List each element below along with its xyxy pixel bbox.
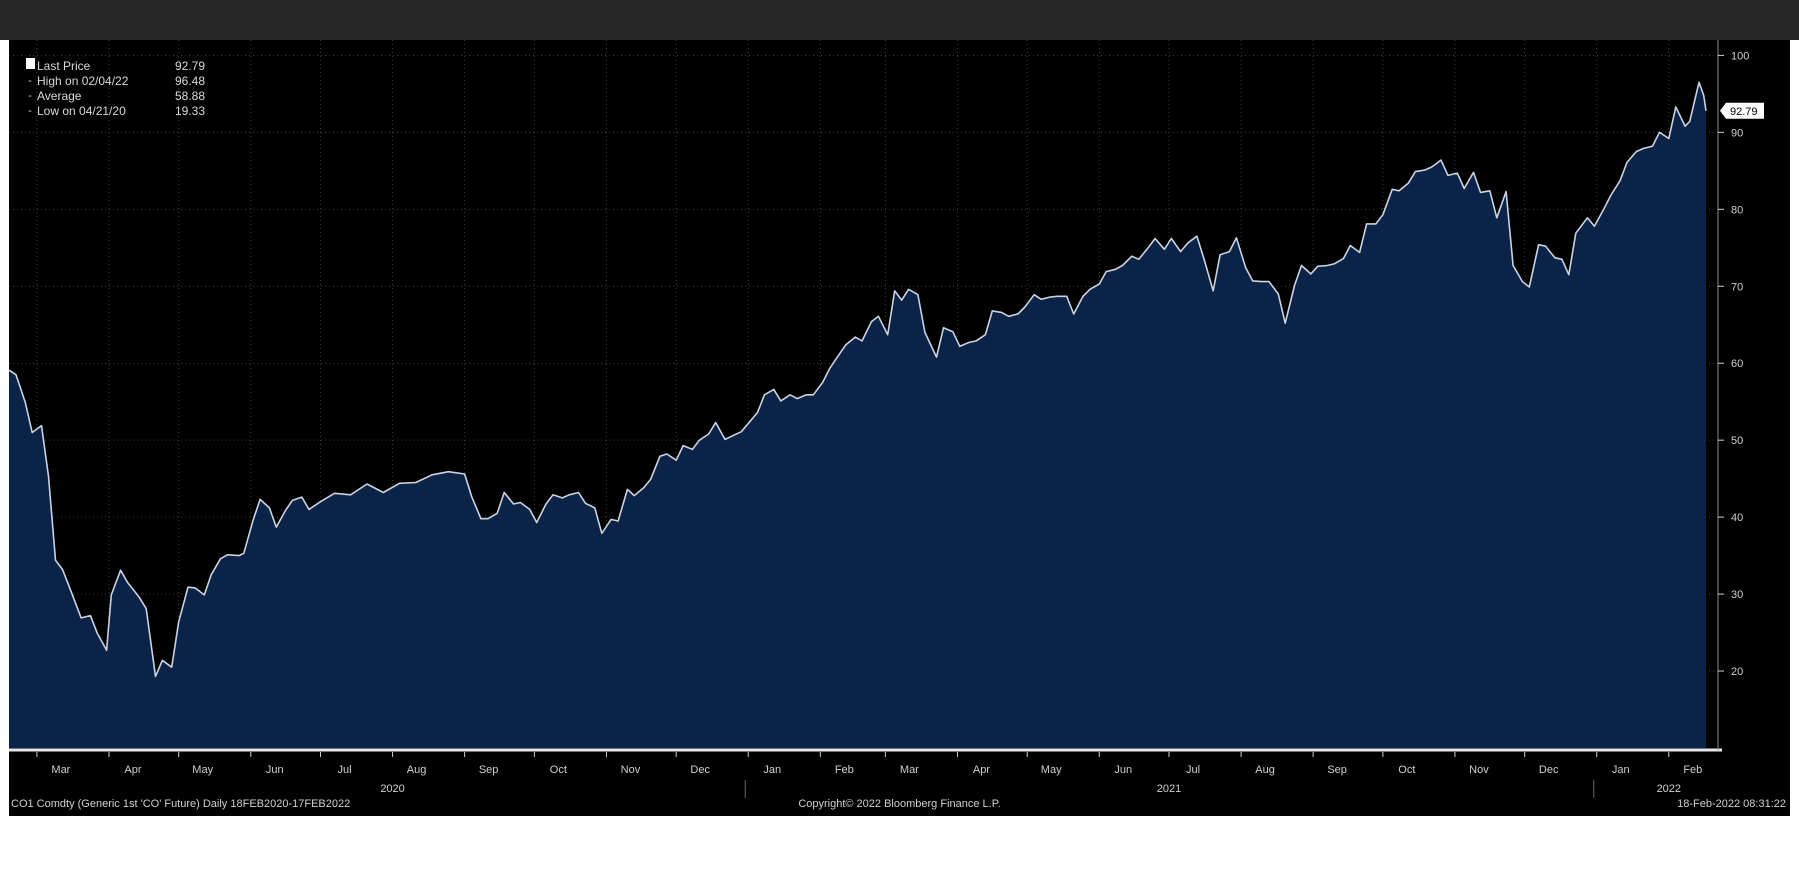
legend-value: 96.48: [174, 74, 205, 88]
legend-value: 92.79: [174, 58, 205, 73]
x-tick-label: Dec: [1539, 764, 1559, 776]
x-tick-label: Oct: [550, 764, 567, 776]
area-fill: [9, 82, 1706, 749]
y-tick-label: 80: [1731, 204, 1743, 216]
legend-value: 58.88: [174, 89, 205, 103]
x-tick-label: Feb: [835, 764, 854, 776]
x-tick-label: Apr: [124, 764, 141, 776]
y-tick-label: 40: [1731, 512, 1743, 524]
y-tick-label: 30: [1731, 589, 1743, 601]
x-tick-label: Jan: [1612, 764, 1630, 776]
x-tick-label: Jul: [1186, 764, 1200, 776]
x-tick-label: Aug: [1255, 764, 1275, 776]
x-tick-label: May: [192, 764, 213, 776]
legend-item-high: - High on 02/04/22 96.48: [23, 74, 205, 89]
x-tick-label: Jan: [763, 764, 781, 776]
x-tick-label: Nov: [621, 764, 641, 776]
x-tick-label: Mar: [51, 764, 70, 776]
x-axis-ticks: Mar Apr May Jun Jul Aug Sep Oct Nov Dec Jan Feb Mar A…: [36, 752, 1702, 798]
y-tick-label: 20: [1731, 666, 1743, 678]
x-tick-label: Nov: [1469, 764, 1489, 776]
bottom-margin: [9, 816, 1790, 876]
year-label: 2022: [1657, 783, 1681, 795]
y-tick-label: 100: [1731, 50, 1749, 62]
area-series: [9, 81, 1707, 749]
legend-label: Average: [37, 89, 82, 103]
legend-item-low: - Low on 04/21/20 19.33: [23, 104, 205, 119]
year-label: 2020: [380, 783, 404, 795]
legend-value: 19.33: [174, 104, 205, 118]
x-tick-label: Oct: [1398, 764, 1415, 776]
x-tick-label: Dec: [690, 764, 710, 776]
y-tick-label: 90: [1731, 127, 1743, 139]
legend: Last Price 92.79 - High on 02/04/22 96.4…: [23, 58, 205, 119]
top-frame-bar: [0, 0, 1799, 40]
x-tick-label: Jul: [337, 764, 351, 776]
y-axis-ticks: 20 30 40 50 60 70 80 90 100: [1718, 50, 1749, 678]
last-price-marker: 92.79: [1720, 102, 1764, 119]
chart-panel: 20 30 40 50 60 70 80 90 100 Mar Apr May Jun Jul Aug Se…: [9, 40, 1790, 816]
legend-label: Last Price: [37, 58, 91, 73]
white-swatch-icon: [23, 58, 37, 74]
x-tick-label: Aug: [407, 764, 427, 776]
legend-item-last-price: Last Price 92.79: [23, 58, 205, 74]
price-line: [9, 81, 1707, 678]
x-tick-label: Jun: [266, 764, 284, 776]
dash-mark-icon: -: [28, 105, 32, 117]
x-tick-label: Sep: [1327, 764, 1347, 776]
x-tick-label: Feb: [1683, 764, 1702, 776]
last-price-flag: [1720, 102, 1764, 119]
year-label: 2021: [1157, 783, 1181, 795]
last-price-label: 92.79: [1730, 106, 1758, 118]
dash-mark-icon: -: [28, 90, 32, 102]
x-tick-label: May: [1041, 764, 1062, 776]
y-tick-label: 70: [1731, 281, 1743, 293]
legend-label: High on 02/04/22: [37, 74, 129, 88]
price-chart: 20 30 40 50 60 70 80 90 100 Mar Apr May Jun Jul Aug Se…: [9, 40, 1764, 798]
legend-item-average: - Average 58.88: [23, 89, 205, 104]
footer-timestamp: 18-Feb-2022 08:31:22: [1677, 798, 1786, 810]
axes: [9, 40, 1722, 752]
x-tick-label: Mar: [900, 764, 919, 776]
legend-label: Low on 04/21/20: [37, 104, 126, 118]
y-tick-label: 60: [1731, 358, 1743, 370]
footer-copyright: Copyright© 2022 Bloomberg Finance L.P.: [798, 798, 1001, 810]
x-tick-label: Jun: [1114, 764, 1132, 776]
dash-mark-icon: -: [28, 75, 32, 87]
x-tick-label: Apr: [973, 764, 990, 776]
footer-security-description: CO1 Comdty (Generic 1st 'CO' Future) Dai…: [11, 798, 351, 810]
y-tick-label: 50: [1731, 435, 1743, 447]
x-tick-label: Sep: [479, 764, 499, 776]
